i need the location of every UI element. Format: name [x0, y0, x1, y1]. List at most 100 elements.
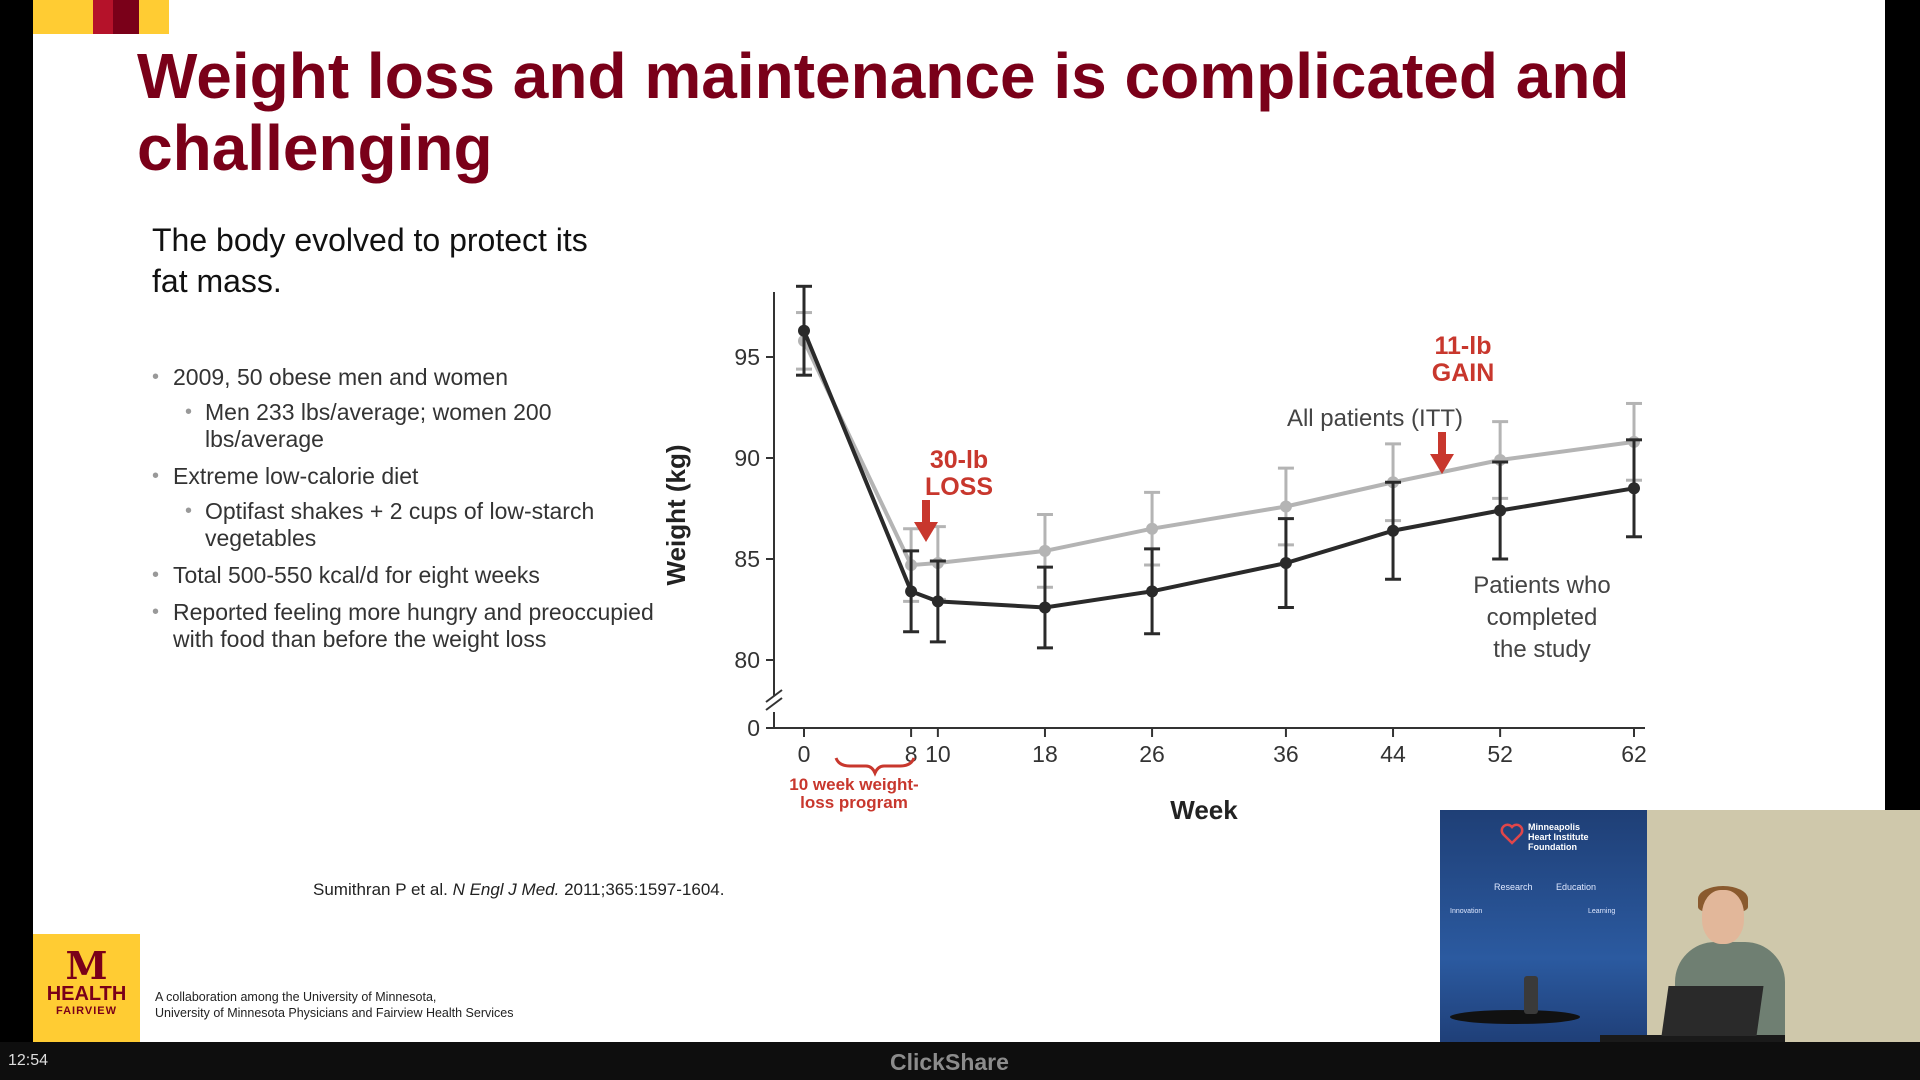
program-label-line2: loss program: [800, 793, 908, 812]
bullet-item: • Total 500-550 kcal/d for eight weeks: [148, 562, 668, 589]
data-point: [1038, 601, 1051, 614]
x-tick-label: 0: [798, 741, 811, 767]
citation: Sumithran P et al. N Engl J Med. 2011;36…: [313, 880, 724, 900]
bullet-dot-icon: •: [152, 601, 160, 623]
x-tick-label: 52: [1487, 741, 1513, 767]
y-tick-label: 90: [734, 445, 760, 471]
speaker-head: [1702, 890, 1744, 944]
bullet-text: Total 500-550 kcal/d for eight weeks: [173, 562, 540, 588]
backdrop-title: Minneapolis Heart Institute Foundation: [1528, 822, 1638, 852]
slide-title: Weight loss and maintenance is complicat…: [137, 40, 1630, 184]
bullet-dot-icon: •: [152, 564, 160, 586]
status-bar: 12:54 ClickShare: [0, 1042, 1920, 1080]
data-point: [1279, 557, 1292, 570]
bullet-dot-icon: •: [185, 500, 193, 522]
bullet-text: Men 233 lbs/average; women 200 lbs/avera…: [205, 399, 552, 452]
accent-bar-red: [93, 0, 113, 34]
bullet-item: • Extreme low-calorie diet: [148, 463, 668, 490]
accent-bar-gold-right: [139, 0, 169, 34]
heart-logo-icon: [1500, 823, 1524, 845]
backdrop-label: Research: [1494, 882, 1533, 892]
data-point: [905, 585, 918, 598]
backdrop-title-line: Minneapolis: [1528, 822, 1581, 832]
gain-annotation-line2: GAIN: [1432, 359, 1495, 387]
accent-bar-gold: [33, 0, 93, 34]
loss-annotation-line1: 30-lb: [930, 446, 988, 474]
backdrop-title-line: Foundation: [1528, 842, 1577, 852]
clock-display: 12:54: [8, 1052, 49, 1069]
x-tick-label: 18: [1032, 741, 1058, 767]
backdrop-label: Innovation: [1450, 908, 1483, 915]
completed-label-line1: Patients who: [1473, 572, 1610, 599]
footer-line-1: A collaboration among the University of …: [155, 990, 437, 1004]
speaker-video-feed: Minneapolis Heart Institute Foundation R…: [1440, 810, 1920, 1080]
y-tick-label: 0: [747, 715, 760, 741]
data-point: [798, 324, 810, 337]
y-tick-label: 85: [734, 546, 760, 572]
data-point: [1146, 585, 1159, 598]
citation-authors: Sumithran P et al.: [313, 880, 448, 899]
x-tick-label: 10: [925, 741, 951, 767]
gain-arrow-icon: [1430, 432, 1454, 474]
bullet-dot-icon: •: [185, 401, 193, 423]
data-point: [1494, 504, 1507, 517]
backdrop-label: Education: [1556, 882, 1597, 892]
axis-break-mark: [765, 689, 783, 703]
accent-bar-maroon: [113, 0, 139, 34]
citation-journal: N Engl J Med.: [452, 880, 560, 899]
bullet-text: Reported feeling more hungry and preoccu…: [173, 599, 654, 652]
program-brace-icon: [834, 757, 916, 777]
itt-series-label: All patients (ITT): [1287, 405, 1463, 432]
loss-annotation-line2: LOSS: [925, 473, 993, 501]
backdrop-title-line: Heart Institute: [1528, 832, 1589, 842]
data-point: [1387, 524, 1400, 537]
bullet-dot-icon: •: [152, 366, 160, 388]
logo-fairview-text: FAIRVIEW: [56, 1005, 117, 1017]
laptop: [1661, 986, 1764, 1036]
completed-label-line3: the study: [1493, 636, 1590, 663]
program-label-line1: 10 week weight-: [789, 775, 918, 794]
water-bottle: [1524, 976, 1538, 1014]
bullet-dot-icon: •: [152, 465, 160, 487]
data-point: [931, 595, 944, 608]
x-tick-label: 62: [1621, 741, 1647, 767]
data-point: [1038, 544, 1051, 557]
intro-text: The body evolved to protect its fat mass…: [152, 222, 588, 299]
citation-details: 2011;365:1597-1604.: [564, 880, 725, 899]
x-tick-label: 44: [1380, 741, 1406, 767]
data-point: [1279, 500, 1292, 513]
axis-break-mark: [765, 697, 783, 711]
series-line: [802, 329, 1635, 610]
series-completed: [796, 284, 1642, 650]
x-tick-label: 26: [1139, 741, 1165, 767]
sub-bullet-item: • Optifast shakes + 2 cups of low-starch …: [148, 498, 668, 552]
slide: Weight loss and maintenance is complicat…: [33, 0, 1885, 1042]
y-tick-label: 95: [734, 344, 760, 370]
y-axis-label: Weight (kg): [661, 444, 691, 585]
sub-bullet-item: • Men 233 lbs/average; women 200 lbs/aver…: [148, 399, 668, 453]
bullet-list: • 2009, 50 obese men and women • Men 233 l…: [148, 364, 668, 663]
university-logo: M HEALTH FAIRVIEW: [33, 934, 140, 1042]
series-itt: [796, 311, 1642, 603]
backdrop-label: Learning: [1588, 908, 1616, 915]
brand-label: ClickShare: [890, 1049, 1009, 1075]
bullet-item: • Reported feeling more hungry and preocc…: [148, 599, 668, 653]
bullet-text: 2009, 50 obese men and women: [173, 364, 509, 390]
cocktail-table: [1450, 1010, 1580, 1024]
footer-line-2: University of Minnesota Physicians and F…: [155, 1006, 514, 1020]
x-tick-label: 36: [1273, 741, 1299, 767]
bullet-text: Optifast shakes + 2 cups of low-starch v…: [205, 498, 595, 551]
logo-m-icon: M: [65, 943, 108, 988]
y-tick-label: 80: [734, 647, 760, 673]
bullet-item: • 2009, 50 obese men and women: [148, 364, 668, 391]
loss-arrow-icon: [914, 500, 938, 542]
gain-annotation-line1: 11-lb: [1435, 332, 1492, 360]
data-point: [1146, 522, 1159, 535]
bullet-text: Extreme low-calorie diet: [173, 463, 419, 489]
completed-label-line2: completed: [1487, 604, 1598, 631]
data-point: [1628, 482, 1640, 495]
logo-health-text: HEALTH: [46, 983, 127, 1005]
x-axis-label: Week: [1170, 795, 1238, 825]
